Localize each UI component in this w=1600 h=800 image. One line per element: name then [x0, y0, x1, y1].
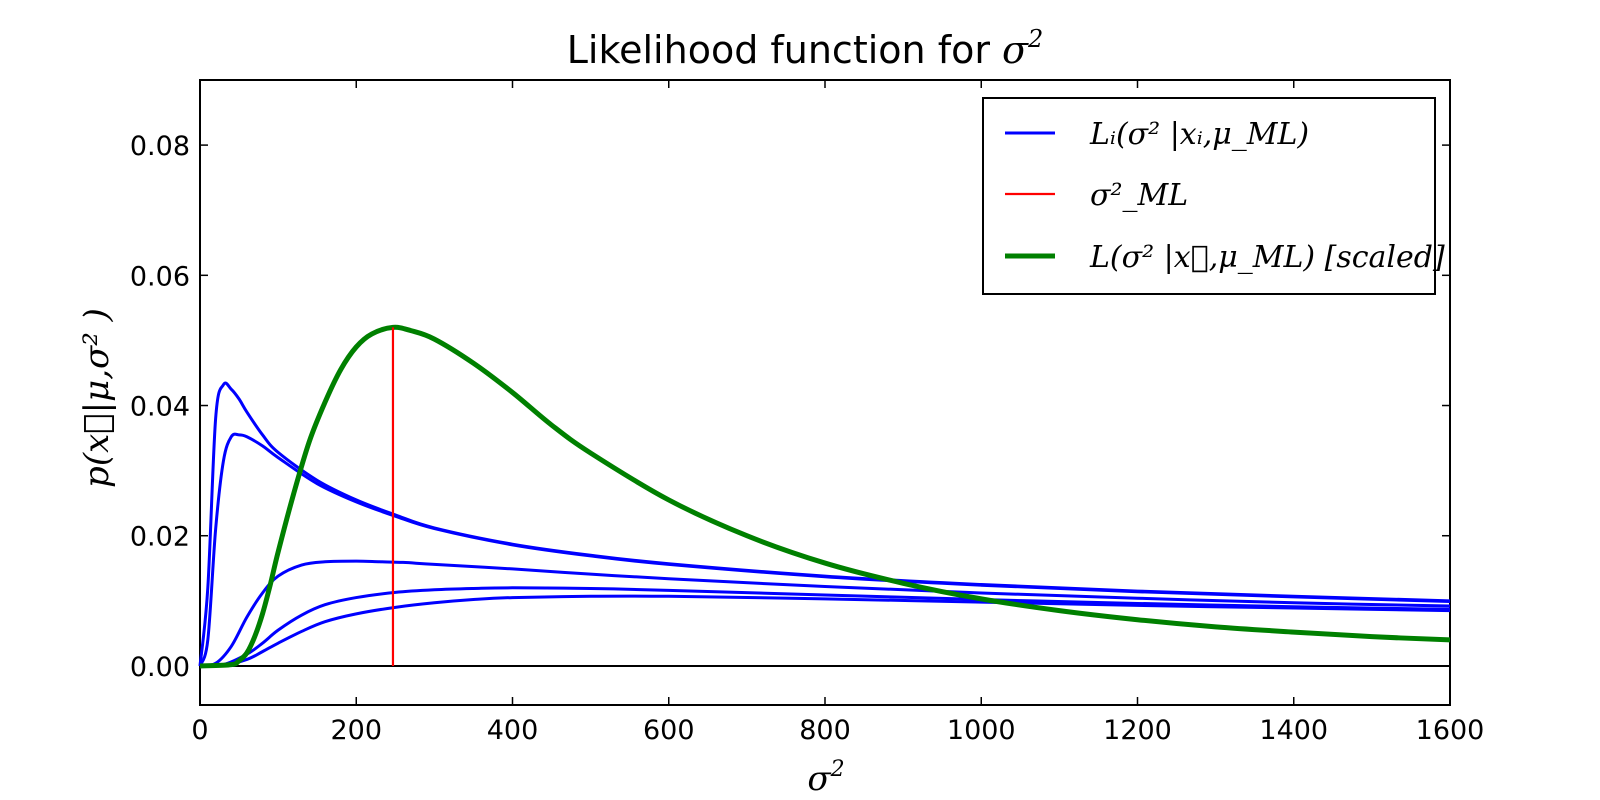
x-tick-label: 1600 [1416, 715, 1485, 746]
y-axis-label: p(x⃗|μ,σ² ) [77, 308, 117, 488]
axis-ticks [199, 80, 1451, 705]
tick-labels: 0 200 400 600 800 1000 1200 1400 1600 0.00 0.02 0.0… [130, 131, 1484, 746]
joint-likelihood-line [199, 324, 1451, 669]
x-tick-label: 800 [799, 715, 851, 746]
individual-likelihood-line [199, 559, 1451, 668]
individual-likelihood-line [199, 586, 1451, 668]
individual-likelihood-line [198, 381, 1451, 667]
legend-label-joint: L(σ² |x⃗,μ_ML) [scaled] [1089, 240, 1445, 275]
y-tick-label: 0.00 [130, 652, 190, 683]
x-tick-label: 1200 [1103, 715, 1172, 746]
legend-label-ml: σ²_ML [1090, 178, 1188, 213]
x-axis-label: σ2 [807, 757, 844, 799]
x-tick-label: 1400 [1259, 715, 1328, 746]
individual-likelihood-line [199, 594, 1451, 668]
x-tick-label: 1000 [947, 715, 1016, 746]
x-tick-label: 0 [191, 715, 208, 746]
x-tick-label: 600 [643, 715, 695, 746]
y-tick-label: 0.08 [130, 131, 190, 162]
x-tick-label: 200 [330, 715, 382, 746]
series-group [198, 324, 1451, 669]
individual-likelihood-line [198, 432, 1451, 667]
legend-label-individual: Lᵢ(σ² |xᵢ,μ_ML) [1089, 117, 1309, 152]
legend-box [982, 97, 1436, 295]
legend: Lᵢ(σ² |xᵢ,μ_ML) σ²_ML L(σ² |x⃗,μ_ML) [sc… [982, 97, 1445, 295]
x-tick-label: 400 [487, 715, 539, 746]
y-tick-label: 0.06 [130, 261, 190, 292]
chart-title: Likelihood function for σ2 [567, 25, 1044, 72]
y-tick-label: 0.02 [130, 522, 190, 553]
y-tick-label: 0.04 [130, 392, 190, 423]
